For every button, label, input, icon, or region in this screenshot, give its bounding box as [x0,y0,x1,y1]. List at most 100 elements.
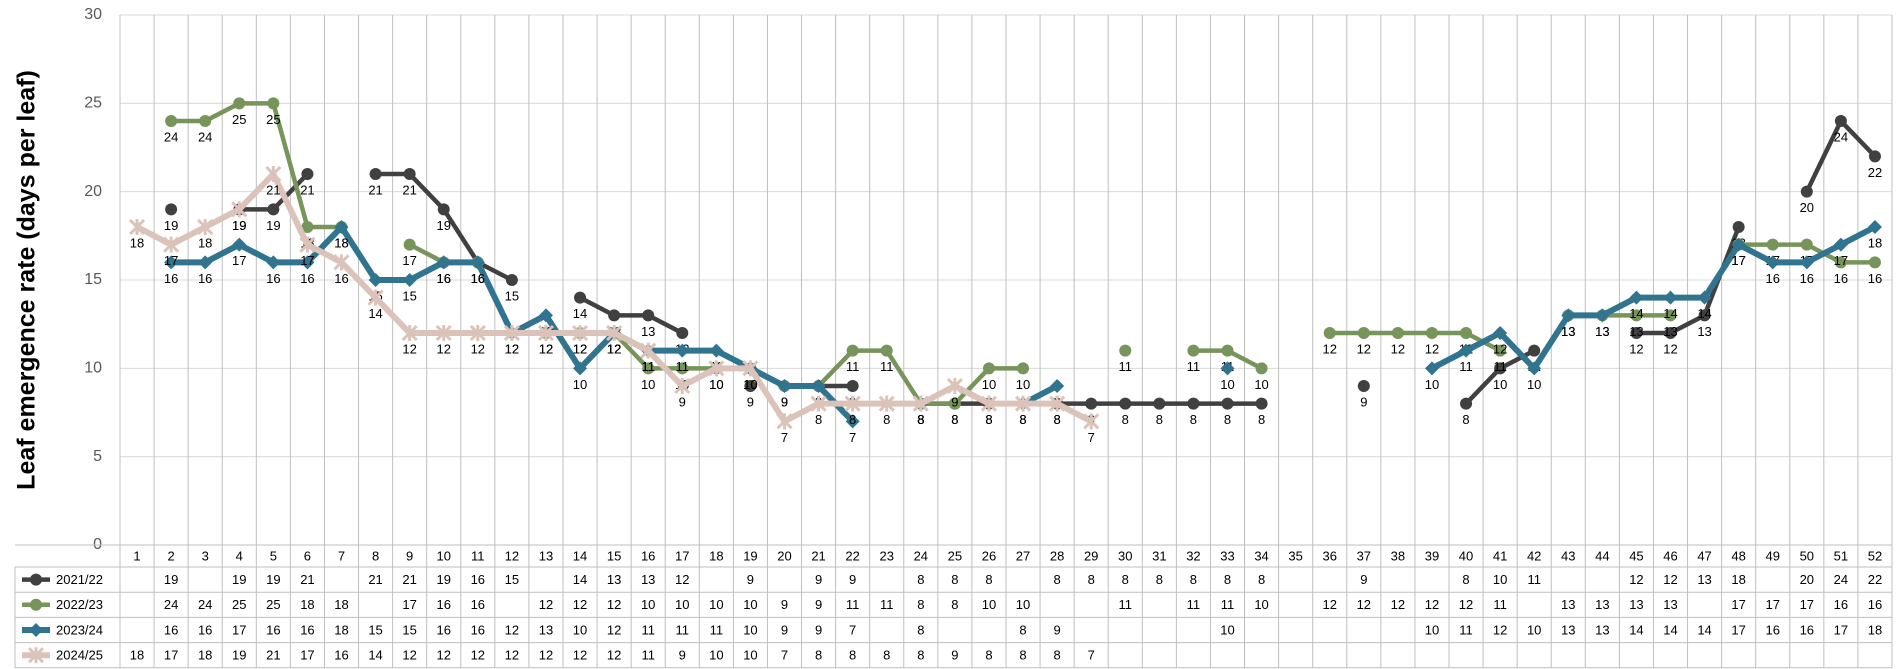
table-value: 12 [1629,572,1643,587]
data-label: 8 [883,412,890,427]
marker [1868,150,1881,163]
marker [1014,395,1032,412]
marker [1357,380,1370,392]
marker [1731,237,1746,252]
table-value: 18 [300,597,314,612]
marker [1698,309,1711,322]
data-label: 17 [164,253,178,268]
data-label: 12 [539,341,553,356]
x-tick-label: 25 [948,548,962,563]
table-value: 8 [1019,622,1026,637]
data-label: 16 [334,271,348,286]
data-label: 19 [232,218,246,233]
marker [1834,256,1847,269]
data-label: 25 [266,112,280,127]
marker [1800,238,1813,251]
marker [300,255,315,270]
data-label: 16 [436,271,450,286]
marker [574,291,587,304]
x-tick-label: 4 [236,548,243,563]
marker [777,379,792,393]
x-tick-label: 32 [1186,548,1200,563]
marker [163,236,180,253]
marker [676,327,689,339]
data-label: 9 [679,394,686,409]
data-label: 21 [368,182,382,197]
marker [1459,343,1474,358]
table-value: 12 [1663,572,1677,587]
table-value: 11 [676,622,690,637]
x-tick-label: 10 [436,548,450,563]
x-tick-label: 35 [1288,548,1302,563]
data-label: 12 [1322,341,1336,356]
table-value: 10 [743,648,757,663]
marker [1187,344,1200,357]
table-value: 17 [1834,622,1848,637]
x-tick-label: 39 [1425,548,1439,563]
table-value: 10 [641,597,655,612]
data-label: 8 [951,412,958,427]
marker [1221,397,1234,410]
data-label: 12 [1425,341,1439,356]
x-tick-label: 5 [270,548,277,563]
data-label: 10 [641,377,655,392]
table-value: 10 [1493,572,1507,587]
table-value: 16 [1868,597,1882,612]
data-label: 12 [607,341,621,356]
data-label: 10 [982,377,996,392]
table-value: 24 [198,597,212,612]
table-value: 18 [130,648,144,663]
table-value: 10 [573,622,587,637]
marker [1630,309,1643,322]
marker [367,289,384,306]
table-value: 7 [1088,648,1095,663]
table-value: 11 [1119,597,1133,612]
table-value: 12 [573,597,587,612]
marker [1494,362,1507,375]
table-value: 13 [1561,622,1575,637]
x-tick-label: 20 [777,548,791,563]
table-value: 24 [164,597,178,612]
table-value: 13 [607,572,621,587]
data-label: 10 [1425,377,1439,392]
x-tick-label: 49 [1765,548,1779,563]
marker [369,168,382,180]
marker [1766,238,1779,251]
marker [538,308,553,323]
table-value: 12 [573,648,587,663]
marker [233,97,246,110]
data-label: 19 [232,218,246,233]
marker [1220,361,1235,376]
y-tick-label: 5 [93,448,102,465]
data-label: 12 [1629,341,1643,356]
table-value: 9 [679,648,686,663]
table-value: 8 [849,648,856,663]
marker [1391,327,1404,339]
data-label: 13 [641,324,655,339]
data-label: 11 [1187,359,1201,374]
data-label: 17 [1834,253,1848,268]
table-value: 22 [1868,572,1882,587]
marker [846,344,859,357]
data-label: 13 [1561,324,1575,339]
data-label: 10 [1527,377,1541,392]
table-value: 8 [815,648,822,663]
table-value: 7 [781,648,788,663]
marker [368,273,383,287]
y-tick-label: 25 [84,95,102,112]
marker [571,324,589,342]
table-value: 8 [1053,648,1060,663]
data-label: 10 [1016,377,1030,392]
table-value: 13 [1697,572,1711,587]
marker [1629,290,1644,305]
marker [948,397,961,410]
table-value: 16 [1800,622,1814,637]
marker [1424,361,1439,376]
marker [1494,344,1507,357]
marker [1663,290,1678,305]
table-value: 8 [917,572,924,587]
marker [878,395,895,412]
data-label: 10 [743,377,757,392]
table-value: 13 [1595,597,1609,612]
table-value: 12 [1391,597,1405,612]
